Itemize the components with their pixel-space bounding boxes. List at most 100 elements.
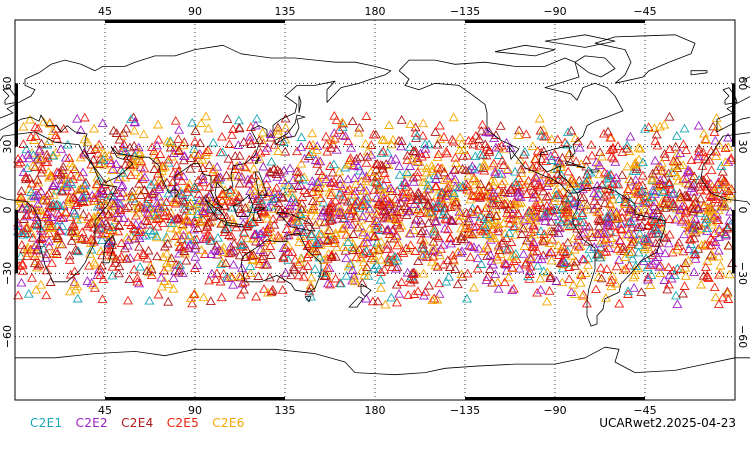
occultation-marker xyxy=(163,279,174,289)
occultation-marker xyxy=(236,289,246,299)
occultation-marker xyxy=(343,174,353,184)
occultation-marker xyxy=(58,123,69,133)
occultation-marker xyxy=(346,211,357,220)
occultation-marker xyxy=(42,195,53,205)
occultation-marker xyxy=(535,273,546,283)
occultation-marker xyxy=(128,223,139,233)
occultation-marker xyxy=(333,213,344,223)
occultation-marker xyxy=(21,251,32,261)
occultation-marker xyxy=(415,148,426,158)
occultation-marker xyxy=(418,268,429,278)
occultation-marker xyxy=(390,194,401,204)
occultation-marker xyxy=(213,206,224,216)
occultation-marker xyxy=(377,160,388,170)
occultation-marker xyxy=(505,143,516,152)
occultation-marker xyxy=(111,159,122,169)
occultation-marker xyxy=(123,201,134,211)
occultation-marker xyxy=(189,224,199,234)
occultation-marker xyxy=(690,254,701,263)
occultation-marker xyxy=(541,200,552,210)
occultation-marker xyxy=(269,193,280,203)
occultation-marker xyxy=(259,284,269,293)
occultation-marker xyxy=(584,244,595,254)
occultation-marker xyxy=(308,243,319,253)
coastline xyxy=(594,34,696,84)
occultation-marker xyxy=(468,282,479,292)
frame-bars xyxy=(15,20,735,400)
occultation-marker xyxy=(386,155,397,165)
occultation-marker xyxy=(218,217,228,227)
occultation-marker xyxy=(223,153,234,163)
occultation-marker xyxy=(527,212,537,222)
occultation-marker xyxy=(434,250,445,260)
occultation-marker xyxy=(389,233,400,243)
occultation-marker xyxy=(131,226,142,236)
occultation-marker xyxy=(277,284,288,294)
occultation-marker xyxy=(412,130,423,140)
occultation-marker xyxy=(683,179,694,189)
occultation-marker xyxy=(577,210,588,220)
occultation-marker xyxy=(396,141,407,151)
occultation-marker xyxy=(439,167,450,177)
occultation-marker xyxy=(674,188,685,198)
occultation-marker xyxy=(712,215,722,224)
occultation-marker xyxy=(405,228,416,238)
occultation-marker xyxy=(149,164,160,173)
occultation-marker xyxy=(48,198,59,208)
coastline xyxy=(110,146,128,160)
occultation-marker xyxy=(608,221,619,231)
occultation-marker xyxy=(189,263,200,273)
occultation-marker xyxy=(683,255,694,265)
occultation-marker xyxy=(254,214,265,223)
occultation-marker xyxy=(650,196,660,206)
occultation-marker xyxy=(123,235,134,244)
occultation-marker xyxy=(568,233,579,243)
occultation-marker xyxy=(650,238,661,248)
occultation-marker xyxy=(124,274,135,284)
occultation-marker xyxy=(289,264,299,274)
occultation-marker xyxy=(448,112,459,122)
occultation-marker xyxy=(44,118,55,128)
occultation-marker xyxy=(546,247,557,256)
occultation-marker xyxy=(491,251,502,261)
occultation-marker xyxy=(677,201,688,210)
occultation-marker xyxy=(326,208,336,218)
occultation-marker xyxy=(536,254,547,264)
occultation-marker xyxy=(212,161,223,171)
occultation-marker xyxy=(719,200,730,210)
occultation-marker xyxy=(134,178,145,188)
occultation-marker xyxy=(307,147,318,156)
occultation-marker xyxy=(438,239,449,249)
occultation-marker xyxy=(35,153,46,163)
occultation-marker xyxy=(549,196,560,205)
occultation-marker xyxy=(33,204,44,214)
occultation-marker xyxy=(152,140,163,150)
occultation-marker xyxy=(376,148,387,157)
occultation-marker xyxy=(16,186,27,195)
occultation-marker xyxy=(447,250,458,260)
occultation-marker xyxy=(509,221,520,231)
occultation-marker xyxy=(154,191,165,201)
occultation-marker xyxy=(337,130,348,140)
occultation-marker xyxy=(538,203,549,212)
lon-tick-label: −135 xyxy=(450,5,480,18)
occultation-marker xyxy=(700,262,711,272)
occultation-marker xyxy=(605,132,616,142)
occultation-marker xyxy=(672,263,683,273)
occultation-marker xyxy=(215,172,226,182)
occultation-marker xyxy=(469,191,479,200)
occultation-marker xyxy=(233,115,244,125)
occultation-marker xyxy=(69,228,80,237)
occultation-marker xyxy=(397,187,408,197)
occultation-marker xyxy=(48,189,59,199)
occultation-marker xyxy=(314,183,325,192)
occultation-marker xyxy=(648,208,659,217)
occultation-marker xyxy=(339,222,350,232)
occultation-marker xyxy=(266,188,277,197)
occultation-marker xyxy=(91,179,102,188)
occultation-marker xyxy=(107,261,118,271)
occultation-marker xyxy=(655,179,665,189)
occultation-marker xyxy=(616,224,627,234)
occultation-marker xyxy=(210,274,221,284)
occultation-marker xyxy=(247,255,258,264)
